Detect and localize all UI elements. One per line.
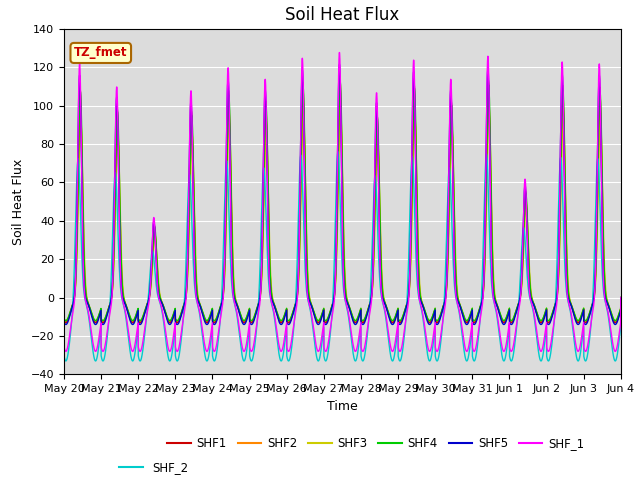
SHF_1 [322,348,330,354]
Line: SHF4: SHF4 [64,82,621,321]
SHF5 [468,311,476,316]
SHF1 [60,318,68,324]
SHF1 [160,306,168,312]
SHF4 [60,316,68,322]
SHF4 [616,307,624,312]
SHF5 [616,309,624,314]
SHF5 [160,306,168,312]
Line: SHF_1: SHF_1 [64,52,621,351]
SHF3 [617,295,625,300]
SHF_2 [322,358,330,364]
SHF1 [285,320,292,325]
SHF1 [616,308,624,313]
Line: SHF1: SHF1 [64,77,621,323]
SHF_1 [499,348,507,353]
SHF5 [436,314,444,320]
SHF2 [160,306,168,312]
SHF2 [617,295,625,300]
SHF_2 [160,322,168,328]
Title: Soil Heat Flux: Soil Heat Flux [285,6,399,24]
SHF2 [616,308,624,313]
SHF3 [322,318,330,324]
Legend: SHF_2: SHF_2 [115,456,193,479]
SHF_1 [436,334,444,340]
SHF_2 [60,353,68,359]
SHF4 [617,295,625,300]
SHF2 [285,320,292,325]
SHF_1 [468,326,476,332]
SHF4 [285,318,292,324]
SHF4 [322,318,330,324]
SHF2 [499,319,507,325]
SHF5 [617,295,625,300]
SHF2 [322,320,330,325]
SHF4 [160,305,168,311]
SHF5 [499,321,507,327]
SHF2 [336,94,344,99]
SHF1 [436,313,444,319]
SHF2 [468,309,476,315]
SHF3 [436,312,444,317]
SHF_2 [617,295,625,300]
SHF_1 [285,348,292,354]
SHF1 [322,320,330,325]
SHF2 [60,318,68,324]
Y-axis label: Soil Heat Flux: Soil Heat Flux [12,158,25,245]
SHF5 [60,319,68,325]
SHF3 [337,108,344,114]
SHF_2 [616,328,624,334]
SHF1 [617,295,625,300]
SHF5 [285,322,292,327]
SHF_1 [616,323,624,329]
Line: SHF5: SHF5 [64,64,621,324]
SHF3 [616,307,624,312]
SHF_2 [500,358,508,364]
X-axis label: Time: Time [327,400,358,413]
Text: TZ_fmet: TZ_fmet [74,47,127,60]
SHF3 [499,317,507,323]
Line: SHF3: SHF3 [64,111,621,321]
SHF2 [436,313,444,319]
SHF_1 [60,344,68,350]
SHF_2 [499,357,507,362]
SHF4 [468,308,476,314]
SHF_2 [334,149,342,155]
SHF3 [285,318,292,324]
SHF4 [436,312,444,317]
SHF1 [468,309,476,315]
SHF3 [468,308,476,314]
SHF5 [322,322,330,327]
SHF_1 [160,318,168,324]
SHF1 [499,319,507,325]
Line: SHF_2: SHF_2 [64,152,621,361]
SHF1 [336,74,344,80]
Line: SHF2: SHF2 [64,96,621,323]
SHF4 [499,317,507,323]
SHF4 [336,79,344,84]
SHF3 [60,316,68,322]
SHF3 [160,305,168,311]
SHF_1 [335,49,343,55]
SHF5 [335,61,343,67]
SHF_2 [467,333,475,338]
SHF_2 [436,342,444,348]
SHF_1 [617,295,625,300]
